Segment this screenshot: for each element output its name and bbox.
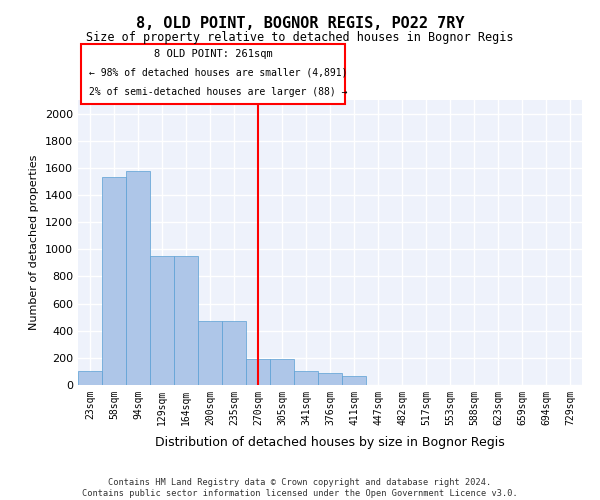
Bar bbox=[342, 376, 366, 385]
Bar bbox=[222, 321, 246, 385]
X-axis label: Distribution of detached houses by size in Bognor Regis: Distribution of detached houses by size … bbox=[155, 436, 505, 449]
Bar bbox=[198, 321, 222, 385]
Bar bbox=[318, 374, 342, 385]
Text: 8, OLD POINT, BOGNOR REGIS, PO22 7RY: 8, OLD POINT, BOGNOR REGIS, PO22 7RY bbox=[136, 16, 464, 31]
Bar bbox=[102, 178, 126, 385]
Y-axis label: Number of detached properties: Number of detached properties bbox=[29, 155, 40, 330]
FancyBboxPatch shape bbox=[82, 44, 344, 104]
Text: ← 98% of detached houses are smaller (4,891): ← 98% of detached houses are smaller (4,… bbox=[89, 68, 347, 78]
Bar bbox=[294, 372, 318, 385]
Bar bbox=[150, 256, 174, 385]
Bar bbox=[270, 359, 294, 385]
Text: Size of property relative to detached houses in Bognor Regis: Size of property relative to detached ho… bbox=[86, 31, 514, 44]
Bar bbox=[246, 359, 270, 385]
Bar bbox=[126, 170, 150, 385]
Text: 2% of semi-detached houses are larger (88) →: 2% of semi-detached houses are larger (8… bbox=[89, 87, 347, 97]
Bar bbox=[174, 256, 198, 385]
Text: Contains HM Land Registry data © Crown copyright and database right 2024.
Contai: Contains HM Land Registry data © Crown c… bbox=[82, 478, 518, 498]
Text: 8 OLD POINT: 261sqm: 8 OLD POINT: 261sqm bbox=[154, 49, 272, 59]
Bar bbox=[78, 372, 102, 385]
